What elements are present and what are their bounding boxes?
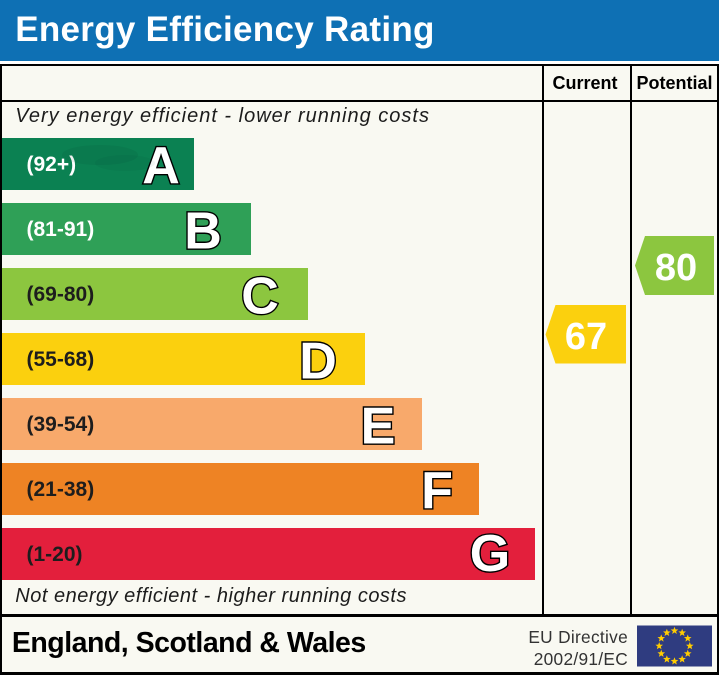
svg-text:D: D [299, 333, 337, 391]
svg-text:80: 80 [655, 247, 697, 289]
svg-text:C: C [241, 268, 279, 326]
svg-text:B: B [184, 203, 222, 261]
svg-text:67: 67 [565, 316, 607, 358]
svg-text:A: A [142, 137, 180, 195]
svg-text:F: F [421, 462, 453, 520]
svg-text:E: E [361, 398, 396, 456]
svg-text:G: G [470, 525, 510, 583]
